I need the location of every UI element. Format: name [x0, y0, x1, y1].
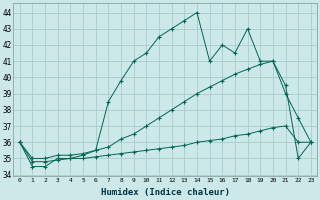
- X-axis label: Humidex (Indice chaleur): Humidex (Indice chaleur): [101, 188, 230, 197]
